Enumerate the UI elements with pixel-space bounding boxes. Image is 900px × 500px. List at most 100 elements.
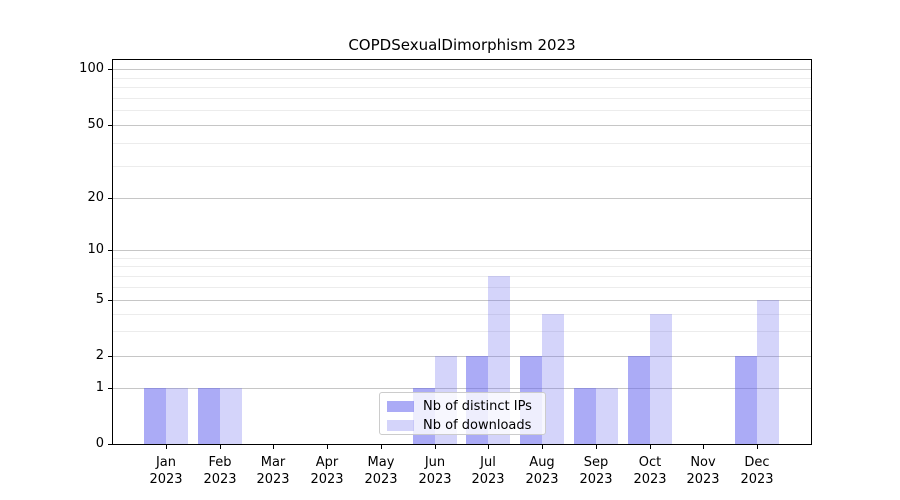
x-tick-label-apr: Apr 2023 bbox=[287, 454, 367, 488]
y-gridline-minor-8 bbox=[113, 266, 811, 267]
x-tick-label-nov: Nov 2023 bbox=[663, 454, 743, 488]
y-gridline-minor-70 bbox=[113, 98, 811, 99]
legend-swatch-distinct-ips bbox=[387, 401, 414, 412]
x-tick-year: 2023 bbox=[256, 472, 290, 487]
y-gridline-minor-60 bbox=[113, 110, 811, 111]
x-tick-label-oct: Oct 2023 bbox=[610, 454, 690, 488]
x-tick-label-jun: Jun 2023 bbox=[395, 454, 475, 488]
bar-sep-downloads bbox=[596, 388, 618, 444]
y-gridline-minor-6 bbox=[113, 287, 811, 288]
y-gridline-minor-3 bbox=[113, 331, 811, 332]
bar-feb-ips bbox=[198, 388, 220, 444]
x-tick-month: Nov bbox=[690, 455, 716, 470]
x-tick-label-dec: Dec 2023 bbox=[717, 454, 797, 488]
x-tick-month: Mar bbox=[260, 455, 286, 470]
y-tick-mark-10 bbox=[108, 250, 112, 251]
x-tick-year: 2023 bbox=[471, 472, 505, 487]
chart-title: COPDSexualDimorphism 2023 bbox=[348, 36, 576, 54]
x-tick-label-may: May 2023 bbox=[341, 454, 421, 488]
y-gridline-major-10 bbox=[113, 250, 811, 251]
y-gridline-minor-80 bbox=[113, 87, 811, 88]
y-tick-label-2: 2 bbox=[95, 348, 104, 363]
y-tick-label-50: 50 bbox=[87, 117, 104, 132]
y-tick-mark-0 bbox=[108, 444, 112, 445]
y-gridline-major-2 bbox=[113, 356, 811, 357]
legend-label-downloads: Nb of downloads bbox=[423, 418, 532, 433]
bar-sep-ips bbox=[574, 388, 596, 444]
x-tick-mark-nov bbox=[703, 445, 704, 449]
y-tick-label-0: 0 bbox=[95, 436, 104, 451]
x-tick-year: 2023 bbox=[149, 472, 183, 487]
bar-jan-downloads bbox=[166, 388, 188, 444]
y-tick-mark-5 bbox=[108, 300, 112, 301]
bar-jan-ips bbox=[144, 388, 166, 444]
y-tick-label-20: 20 bbox=[87, 190, 104, 205]
x-tick-month: Feb bbox=[208, 455, 232, 470]
x-tick-label-mar: Mar 2023 bbox=[233, 454, 313, 488]
x-tick-year: 2023 bbox=[633, 472, 667, 487]
legend-row-distinct-ips: Nb of distinct IPs bbox=[387, 399, 536, 414]
x-tick-mark-jan bbox=[166, 445, 167, 449]
x-tick-mark-may bbox=[381, 445, 382, 449]
x-tick-year: 2023 bbox=[203, 472, 237, 487]
y-tick-label-1: 1 bbox=[95, 380, 104, 395]
legend-row-downloads: Nb of downloads bbox=[387, 418, 536, 433]
x-tick-mark-feb bbox=[220, 445, 221, 449]
legend-swatch-downloads bbox=[387, 420, 414, 431]
bar-dec-ips bbox=[735, 356, 757, 444]
bar-oct-downloads bbox=[650, 314, 672, 444]
y-gridline-major-5 bbox=[113, 300, 811, 301]
y-tick-mark-100 bbox=[108, 69, 112, 70]
y-gridline-major-100 bbox=[113, 69, 811, 70]
x-tick-mark-aug bbox=[542, 445, 543, 449]
y-gridline-minor-7 bbox=[113, 276, 811, 277]
x-tick-mark-jul bbox=[488, 445, 489, 449]
y-tick-mark-50 bbox=[108, 125, 112, 126]
x-tick-year: 2023 bbox=[418, 472, 452, 487]
y-gridline-major-50 bbox=[113, 125, 811, 126]
x-tick-year: 2023 bbox=[686, 472, 720, 487]
bar-aug-downloads bbox=[542, 314, 564, 444]
x-tick-label-feb: Feb 2023 bbox=[180, 454, 260, 488]
x-tick-mark-sep bbox=[596, 445, 597, 449]
x-tick-label-aug: Aug 2023 bbox=[502, 454, 582, 488]
x-tick-month: Oct bbox=[638, 455, 662, 470]
x-tick-label-jul: Jul 2023 bbox=[448, 454, 528, 488]
x-tick-month: Jun bbox=[424, 455, 446, 470]
y-gridline-minor-4 bbox=[113, 314, 811, 315]
y-gridline-major-20 bbox=[113, 198, 811, 199]
y-tick-label-100: 100 bbox=[79, 61, 104, 76]
legend: Nb of distinct IPs Nb of downloads bbox=[379, 392, 546, 435]
x-tick-month: May bbox=[367, 455, 395, 470]
y-tick-mark-2 bbox=[108, 356, 112, 357]
x-tick-month: Jul bbox=[480, 455, 496, 470]
bar-feb-downloads bbox=[220, 388, 242, 444]
x-tick-mark-dec bbox=[757, 445, 758, 449]
x-tick-month: Apr bbox=[315, 455, 339, 470]
x-tick-month: Jan bbox=[155, 455, 177, 470]
x-tick-year: 2023 bbox=[740, 472, 774, 487]
x-tick-label-sep: Sep 2023 bbox=[556, 454, 636, 488]
x-tick-year: 2023 bbox=[579, 472, 613, 487]
y-gridline-minor-30 bbox=[113, 166, 811, 167]
x-tick-mark-jun bbox=[435, 445, 436, 449]
y-gridline-minor-90 bbox=[113, 78, 811, 79]
y-tick-label-10: 10 bbox=[87, 242, 104, 257]
x-tick-year: 2023 bbox=[525, 472, 559, 487]
x-tick-year: 2023 bbox=[310, 472, 344, 487]
x-tick-label-jan: Jan 2023 bbox=[126, 454, 206, 488]
y-gridline-minor-9 bbox=[113, 258, 811, 259]
bar-oct-ips bbox=[628, 356, 650, 444]
x-tick-mark-apr bbox=[327, 445, 328, 449]
x-tick-mark-mar bbox=[273, 445, 274, 449]
x-tick-month: Aug bbox=[529, 455, 555, 470]
legend-label-distinct-ips: Nb of distinct IPs bbox=[423, 399, 532, 414]
x-tick-month: Sep bbox=[583, 455, 609, 470]
x-tick-year: 2023 bbox=[364, 472, 398, 487]
x-tick-month: Dec bbox=[744, 455, 770, 470]
bar-dec-downloads bbox=[757, 300, 779, 444]
y-gridline-major-1 bbox=[113, 388, 811, 389]
y-tick-label-5: 5 bbox=[95, 292, 104, 307]
x-tick-mark-oct bbox=[650, 445, 651, 449]
